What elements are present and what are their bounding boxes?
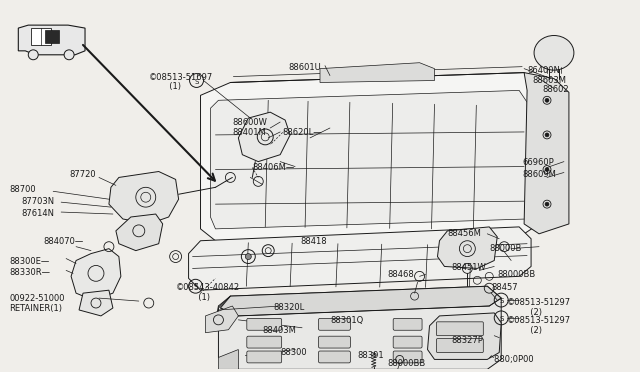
Text: 88609M: 88609M — [522, 170, 556, 179]
Polygon shape — [79, 290, 113, 316]
FancyBboxPatch shape — [436, 322, 483, 336]
FancyBboxPatch shape — [393, 336, 422, 348]
Text: 88403M: 88403M — [262, 326, 296, 335]
Circle shape — [245, 254, 252, 260]
Circle shape — [28, 50, 38, 60]
Polygon shape — [109, 171, 179, 224]
Text: 88401M: 88401M — [232, 128, 266, 137]
Text: 88620L—: 88620L— — [282, 128, 322, 137]
Text: 88700: 88700 — [10, 185, 36, 194]
Polygon shape — [218, 286, 501, 369]
Circle shape — [545, 133, 549, 137]
Text: 88391: 88391 — [358, 350, 385, 359]
Text: 87614N: 87614N — [21, 209, 54, 218]
Polygon shape — [211, 90, 527, 229]
Text: 87720: 87720 — [69, 170, 96, 179]
FancyBboxPatch shape — [319, 318, 350, 330]
FancyBboxPatch shape — [247, 351, 282, 363]
Text: 88327P: 88327P — [451, 336, 483, 345]
Circle shape — [545, 202, 549, 206]
FancyBboxPatch shape — [319, 336, 350, 348]
FancyBboxPatch shape — [436, 339, 483, 353]
Text: 66960P: 66960P — [522, 158, 554, 167]
Text: RETAINER(1): RETAINER(1) — [10, 304, 62, 313]
Text: 88300E—: 88300E— — [10, 257, 50, 266]
Text: 88320L: 88320L — [273, 303, 305, 312]
Text: 88451W: 88451W — [451, 263, 486, 272]
Polygon shape — [19, 25, 85, 55]
Text: ©08513-51697: ©08513-51697 — [148, 73, 213, 81]
Polygon shape — [189, 227, 531, 290]
Polygon shape — [71, 248, 121, 300]
Text: ©08513-51297: ©08513-51297 — [507, 298, 572, 307]
FancyBboxPatch shape — [247, 336, 282, 348]
Text: 87703N: 87703N — [21, 197, 54, 206]
Text: (1): (1) — [164, 83, 180, 92]
Text: 88456M: 88456M — [447, 229, 481, 238]
Text: 88601U: 88601U — [288, 63, 321, 72]
FancyBboxPatch shape — [393, 318, 422, 330]
Circle shape — [64, 50, 74, 60]
Text: S: S — [195, 78, 199, 84]
Polygon shape — [218, 350, 238, 369]
Polygon shape — [220, 286, 501, 316]
Text: 88600W: 88600W — [232, 118, 268, 127]
Polygon shape — [320, 63, 435, 83]
Text: S: S — [499, 316, 504, 322]
Text: (1): (1) — [193, 293, 209, 302]
Text: 88301Q: 88301Q — [330, 316, 364, 325]
Text: 88000BB: 88000BB — [497, 270, 536, 279]
Circle shape — [545, 98, 549, 102]
Text: 88406M—: 88406M— — [252, 163, 294, 171]
Text: 88457: 88457 — [492, 283, 518, 292]
Text: 88603M: 88603M — [532, 76, 566, 84]
FancyBboxPatch shape — [247, 318, 282, 330]
Circle shape — [545, 167, 549, 171]
Bar — [45, 30, 59, 43]
Text: 88418: 88418 — [300, 237, 326, 246]
Text: 88000B: 88000B — [489, 244, 522, 253]
Text: S: S — [499, 298, 504, 304]
Text: ©08543-40842: ©08543-40842 — [175, 283, 240, 292]
Polygon shape — [116, 214, 163, 251]
Ellipse shape — [534, 35, 574, 70]
Ellipse shape — [257, 301, 279, 309]
Text: 88000BB: 88000BB — [388, 359, 426, 368]
Text: S: S — [193, 284, 198, 290]
Polygon shape — [205, 306, 238, 333]
Text: 00922-51000: 00922-51000 — [10, 294, 65, 303]
Text: 884070—: 884070— — [44, 237, 83, 246]
Polygon shape — [524, 73, 569, 234]
Text: 86400N: 86400N — [527, 66, 560, 75]
Polygon shape — [238, 112, 290, 161]
Text: (2): (2) — [525, 308, 542, 317]
Text: (2): (2) — [525, 326, 542, 335]
Polygon shape — [438, 227, 497, 269]
Text: 88602: 88602 — [542, 86, 569, 94]
FancyBboxPatch shape — [319, 351, 350, 363]
Polygon shape — [31, 28, 51, 45]
Ellipse shape — [329, 301, 351, 309]
Polygon shape — [200, 73, 539, 241]
Text: ©08513-51297: ©08513-51297 — [507, 316, 572, 325]
Polygon shape — [428, 313, 501, 359]
Text: 88468: 88468 — [388, 270, 415, 279]
FancyBboxPatch shape — [393, 351, 422, 363]
Ellipse shape — [401, 301, 422, 309]
Text: 88330R—: 88330R— — [10, 269, 51, 278]
Text: ^880;0P00: ^880;0P00 — [487, 356, 534, 365]
Text: 88300: 88300 — [280, 347, 307, 356]
